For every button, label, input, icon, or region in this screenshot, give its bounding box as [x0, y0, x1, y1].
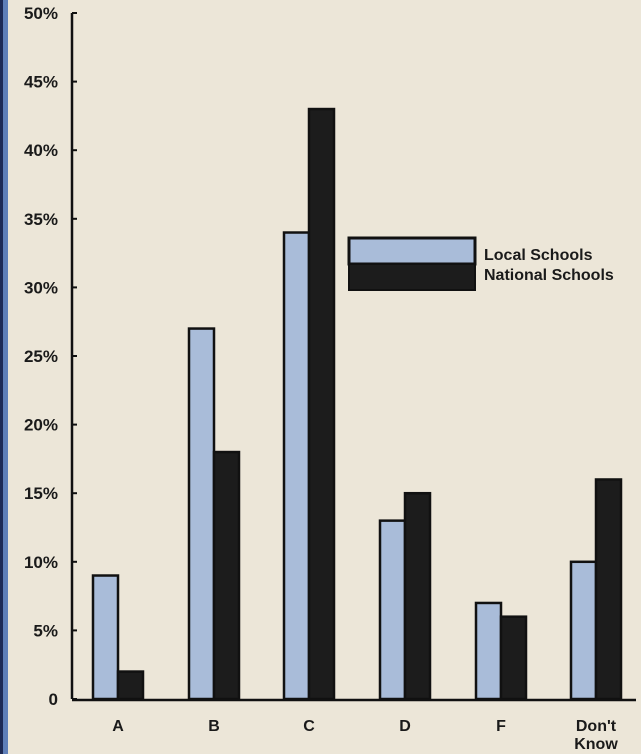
y-tick-label: 15%: [24, 484, 58, 503]
legend-swatch-national-schools: [348, 263, 476, 291]
bar-local-0: [91, 574, 120, 701]
bar-local-4: [474, 601, 503, 701]
y-tick-label: 10%: [24, 553, 58, 572]
bar-local-3: [378, 519, 407, 701]
y-tick-label: 40%: [24, 141, 58, 160]
bar-local-5: [569, 560, 598, 701]
x-tick-label: F: [496, 718, 506, 735]
bar-national-1: [212, 450, 241, 701]
legend-label-local-schools: Local Schools: [484, 247, 593, 264]
y-tick-label: 0: [49, 690, 58, 709]
bar-national-4: [499, 615, 528, 701]
x-tick-label: A: [112, 718, 124, 735]
x-tick-label: Don't Know: [574, 718, 618, 753]
bars-group: [72, 107, 636, 702]
left-edge-stripe: [0, 0, 8, 754]
bar-national-5: [594, 478, 623, 701]
y-tick-label: 25%: [24, 347, 58, 366]
y-tick-label: 30%: [24, 278, 58, 297]
bar-national-2: [307, 107, 336, 701]
y-tick-label: 50%: [24, 4, 58, 23]
bar-local-2: [282, 231, 311, 701]
bar-local-1: [187, 327, 216, 701]
legend-label-national-schools: National Schools: [484, 267, 614, 284]
y-tick-label: 45%: [24, 73, 58, 92]
y-axis: 0 5% 10% 15% 20% 25% 30% 35% 40% 45% 50%: [24, 4, 77, 709]
y-tick-label: 20%: [24, 416, 58, 435]
x-tick-label: D: [399, 718, 411, 735]
legend-swatch-local-schools: [347, 236, 477, 266]
x-tick-label: B: [208, 718, 220, 735]
x-axis-labels: A B C D F Don't Know: [112, 718, 618, 753]
legend: Local Schools National Schools: [347, 236, 614, 291]
bar-national-0: [116, 670, 145, 701]
x-tick-label: C: [303, 718, 315, 735]
y-tick-label: 5%: [33, 621, 58, 640]
bar-national-3: [403, 491, 432, 701]
y-tick-label: 35%: [24, 210, 58, 229]
